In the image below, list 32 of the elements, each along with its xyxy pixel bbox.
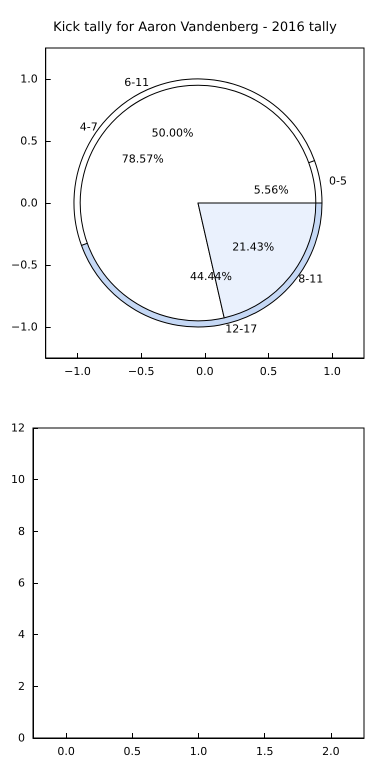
chart-title: Kick tally for Aaron Vandenberg - 2016 tally: [53, 20, 338, 35]
y-tick-label: 6: [18, 576, 25, 590]
y-tick-label: 8: [18, 524, 25, 538]
y-tick-label: 2: [18, 680, 25, 693]
x-tick-label: −1.0: [64, 365, 91, 378]
y-tick-label: 0.5: [20, 134, 38, 148]
x-tick-label: 0.5: [124, 745, 142, 758]
x-tick-label: 0.0: [57, 745, 75, 758]
slice-label: 8-11: [298, 272, 324, 286]
data-label: 21.43%: [232, 240, 274, 254]
x-tick-label: 2.0: [322, 745, 340, 758]
y-tick-label: −1.0: [10, 320, 38, 334]
data-label: 5.56%: [254, 184, 289, 197]
y-tick-label: 12: [10, 422, 25, 434]
y-tick-label: 0.0: [20, 196, 38, 210]
y-tick-label: 4: [18, 628, 25, 642]
y-tick-label: 1.0: [20, 72, 38, 86]
y-tick-label: 10: [10, 473, 25, 486]
x-tick-label: 1.5: [256, 745, 274, 758]
data-label: 78.57%: [122, 152, 164, 166]
y-tick-label: 0: [18, 732, 25, 744]
x-tick-label: 1.0: [190, 745, 208, 758]
x-tick-label: 1.0: [323, 365, 341, 378]
x-tick-label: −0.5: [128, 365, 155, 378]
slice-label: 4-7: [80, 120, 98, 134]
x-tick-label: 0.5: [260, 365, 278, 378]
slice-label: 6-11: [124, 76, 150, 90]
slice-label: 0-5: [329, 174, 348, 188]
data-label: 50.00%: [152, 126, 194, 140]
x-tick-label: 0.0: [196, 365, 214, 378]
y-tick-label: −0.5: [10, 258, 38, 272]
slice-label: 12-17: [225, 322, 258, 336]
